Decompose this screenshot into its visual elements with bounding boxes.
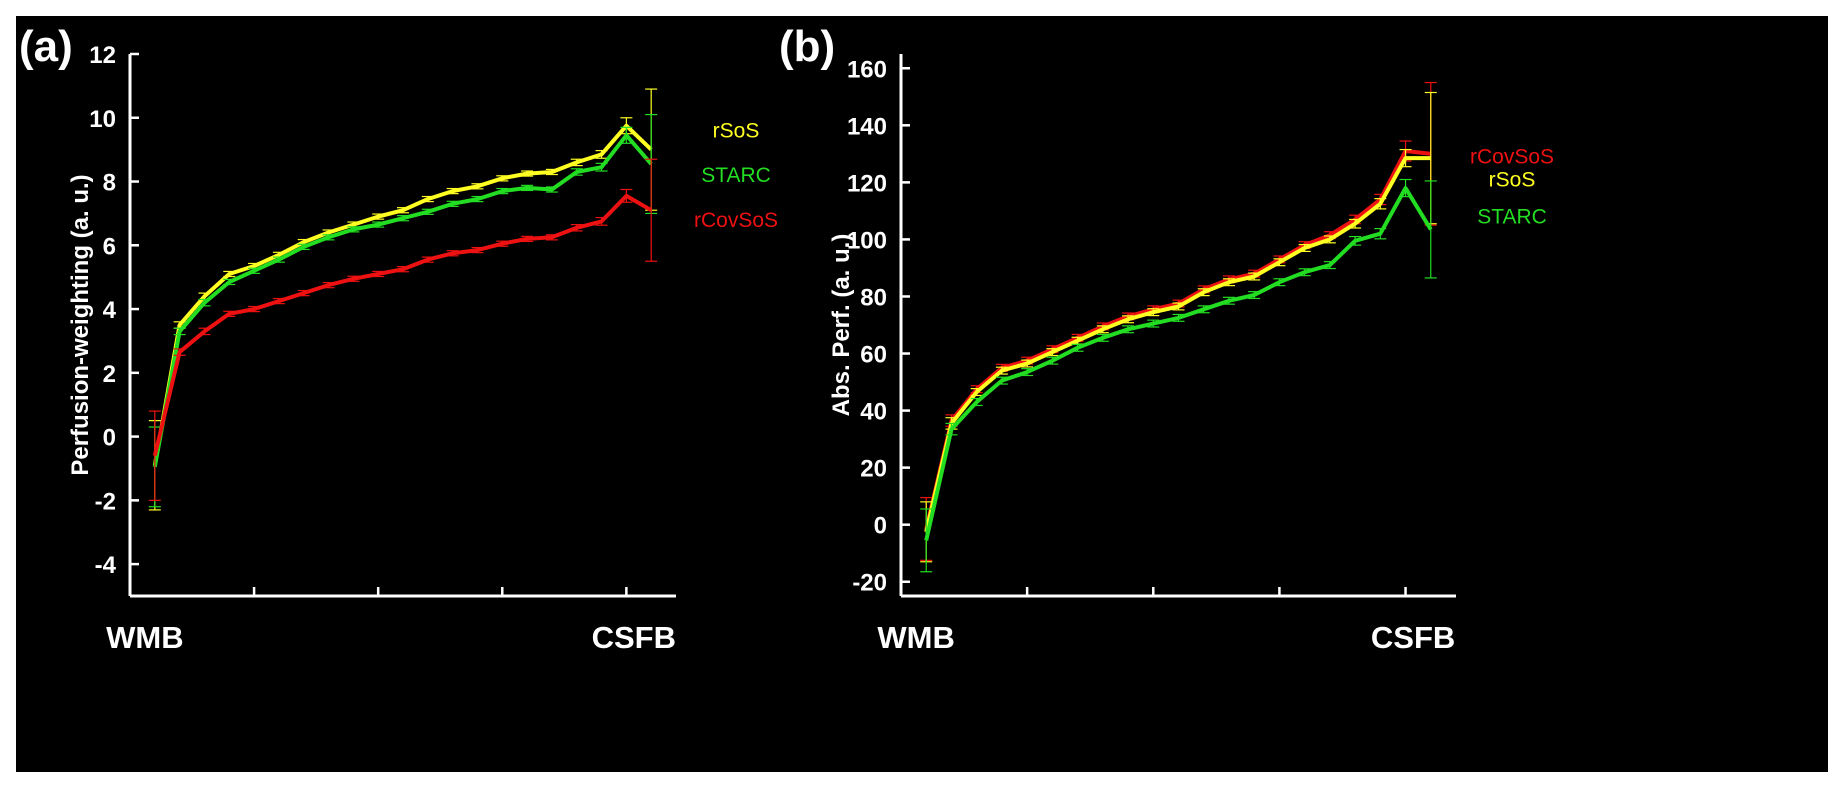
series-line-rcovsos — [152, 193, 653, 457]
y-tick-label: 120 — [847, 170, 887, 197]
series-rcovsos — [148, 158, 658, 501]
y-tick-label: 140 — [847, 113, 887, 140]
x-category-label-csfb: CSFB — [1371, 620, 1455, 655]
x-category-label-csfb: CSFB — [592, 620, 676, 655]
y-tick-label: 80 — [860, 284, 887, 311]
series-starc — [920, 178, 1437, 573]
legend-label-starc: STARC — [1477, 206, 1547, 229]
chart-panel-b: (b) -20 0 20 40 60 80 100 120 140 160 WMB CSFB Abs. P… — [779, 22, 1554, 655]
series-rsos — [920, 91, 1437, 563]
x-category-label-wmb: WMB — [877, 620, 954, 655]
legend-label-rsos: rSoS — [713, 120, 760, 143]
y-tick-label: 20 — [860, 456, 887, 483]
y-tick-label: -4 — [95, 552, 117, 579]
y-tick-label: -2 — [95, 488, 116, 515]
y-tick-label: 4 — [103, 297, 117, 324]
series-line-rsos — [924, 156, 1431, 533]
y-tick-label: 60 — [860, 342, 887, 369]
y-tick-label: -20 — [852, 570, 887, 597]
series-line-rsos — [152, 123, 653, 466]
panel-label: (b) — [779, 22, 835, 71]
y-tick-label: 0 — [874, 513, 887, 540]
figure: (a) -4 -2 0 2 4 6 8 10 12 WMB CSFB Perfusion-weighti… — [16, 16, 1828, 772]
series-line-starc — [924, 186, 1433, 541]
y-tick-label: 8 — [103, 170, 116, 197]
y-tick-label: 6 — [103, 233, 116, 260]
y-tick-label: 2 — [103, 361, 116, 388]
y-axis-title: Abs. Perf. (a. u.) — [828, 234, 855, 417]
series-starc — [148, 113, 658, 508]
chart-panel-a: (a) -4 -2 0 2 4 6 8 10 12 WMB CSFB Perfusion-weighti… — [19, 22, 778, 655]
series-rsos — [148, 88, 658, 511]
x-category-label-wmb: WMB — [106, 620, 183, 655]
y-tick-label: 100 — [847, 227, 887, 254]
panel-label: (a) — [19, 22, 73, 71]
y-tick-label: 40 — [860, 399, 887, 426]
legend-label-rcovsos: rCovSoS — [694, 209, 778, 232]
series-line-starc — [152, 133, 653, 468]
y-tick-label: 0 — [103, 425, 116, 452]
legend-label-rcovsos: rCovSoS — [1470, 146, 1554, 169]
y-axis-title: Perfusion-weighting (a. u.) — [67, 174, 94, 475]
legend-label-starc: STARC — [701, 164, 771, 187]
y-tick-label: 160 — [847, 56, 887, 83]
y-tick-label: 12 — [89, 42, 116, 69]
series-line-rcovsos — [924, 149, 1432, 530]
legend-label-rsos: rSoS — [1489, 169, 1536, 192]
y-tick-label: 10 — [89, 106, 116, 133]
